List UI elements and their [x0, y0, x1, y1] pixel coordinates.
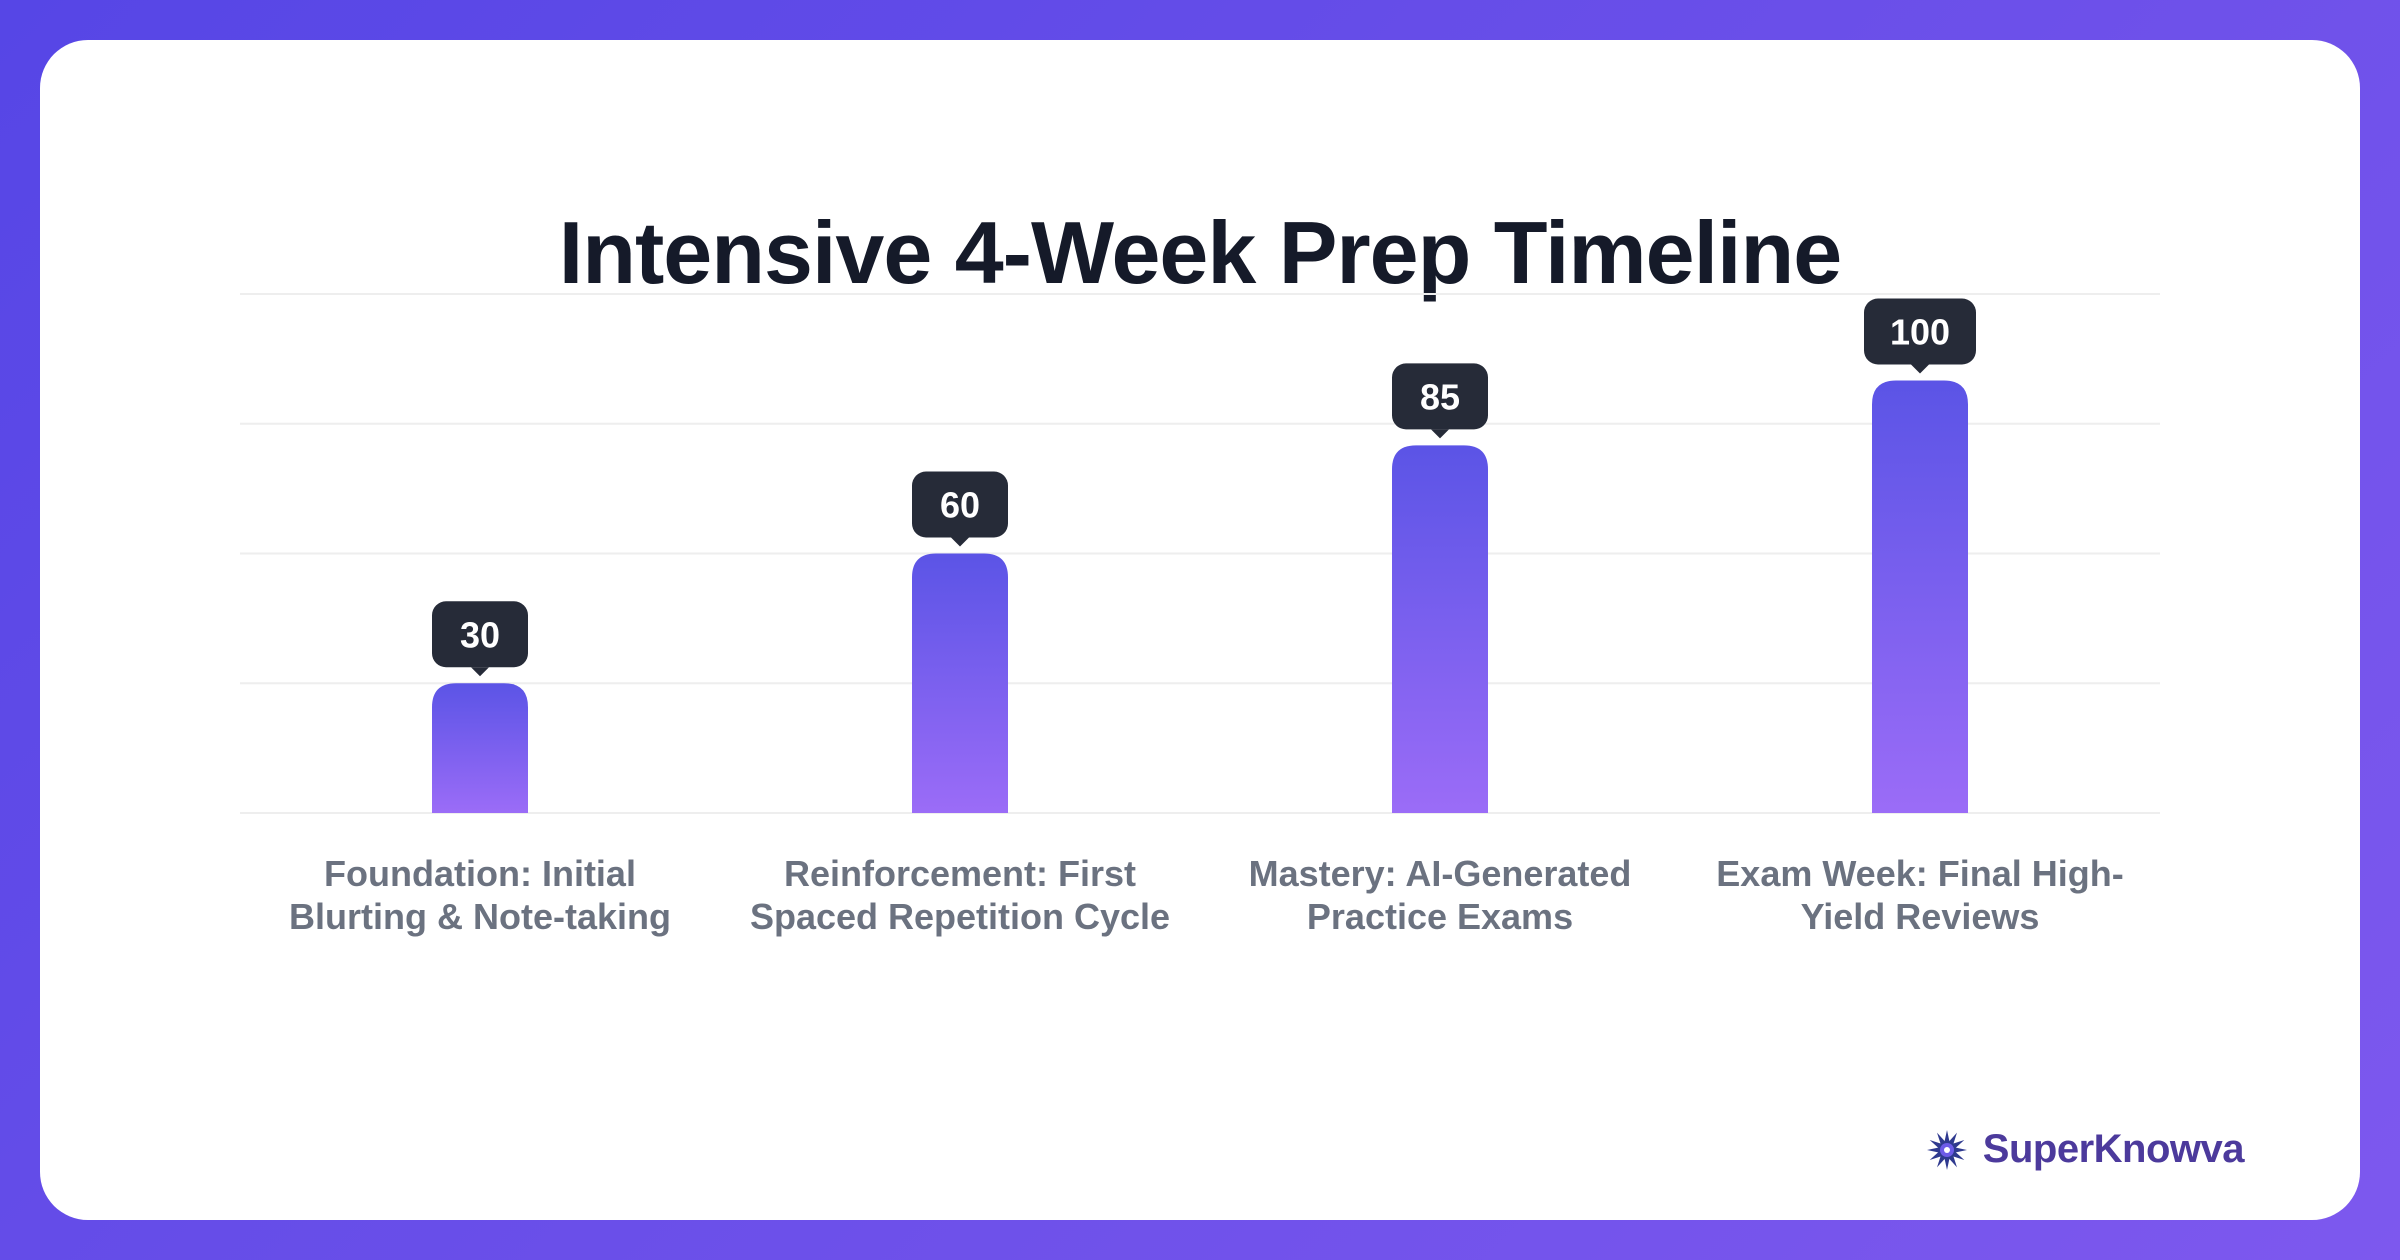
data-label-text: 60	[940, 485, 980, 526]
category-label-4: Exam Week: Final High-Yield Reviews	[1716, 853, 2124, 937]
data-label-1: 30	[432, 601, 528, 677]
data-label-text: 85	[1420, 376, 1460, 417]
brand: SuperKnowva	[1925, 1127, 2245, 1172]
bars	[432, 380, 1968, 813]
data-label-4: 100	[1864, 298, 1976, 374]
bar-2	[912, 553, 1008, 813]
chart-title: Intensive 4-Week Prep Timeline	[558, 203, 1842, 302]
data-label-3: 85	[1392, 363, 1488, 439]
bar-1	[432, 683, 528, 813]
category-label-3: Mastery: AI-Generated Practice Exams	[1248, 853, 1632, 937]
data-label-text: 30	[460, 614, 500, 655]
bar-chart: 30 60 85 100	[240, 293, 2160, 814]
bar-3	[1392, 445, 1488, 813]
category-label-2: Reinforcement: First Spaced Repetition C…	[749, 853, 1171, 937]
gridlines	[240, 293, 2160, 814]
chart-card: Intensive 4-Week Prep Timeline 30 60 85 100…	[40, 40, 2360, 1220]
category-label-1: Foundation: Initial Blurting & Note-taki…	[289, 853, 671, 937]
data-label-2: 60	[912, 471, 1008, 547]
brand-name: SuperKnowva	[1982, 1127, 2245, 1171]
bar-4	[1872, 380, 1968, 813]
data-labels: 30 60 85 100	[432, 298, 1976, 677]
starburst-logo-icon	[1926, 1129, 1967, 1170]
data-label-text: 100	[1890, 312, 1950, 353]
